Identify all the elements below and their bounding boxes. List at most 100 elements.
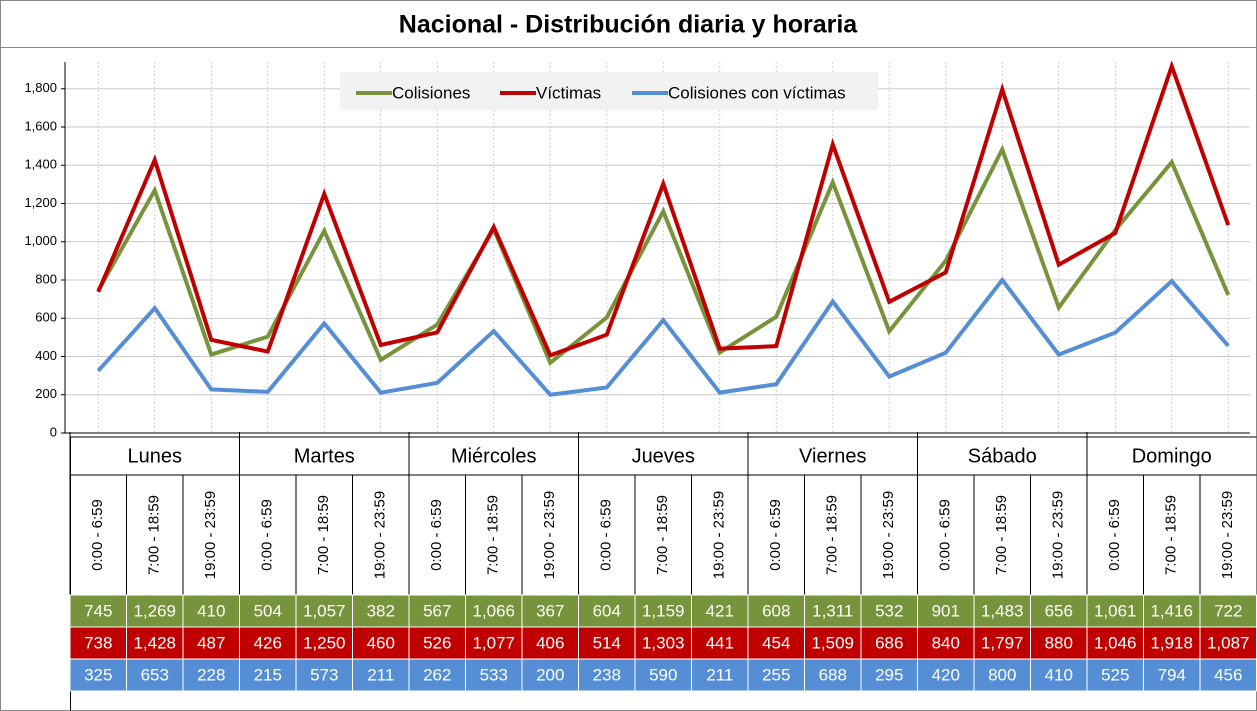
- chart-title: Nacional - Distribución diaria y horaria: [399, 11, 859, 39]
- x-tick-label: 7:00 - 18:59: [485, 495, 502, 575]
- y-tick-label: 600: [35, 310, 57, 325]
- table-cell: [691, 594, 749, 628]
- table-value: 295: [875, 665, 903, 684]
- table-value: 1,250: [303, 633, 346, 652]
- group-label: Miércoles: [451, 445, 537, 467]
- group-label: Viernes: [799, 445, 866, 467]
- series-line: [96, 276, 1230, 397]
- x-tick-label: 0:00 - 6:59: [89, 499, 106, 571]
- table-cell: [69, 626, 127, 660]
- table-value: 573: [310, 665, 338, 684]
- table-value: 504: [254, 601, 282, 620]
- table-cell: [860, 658, 918, 692]
- table-cell: [1199, 594, 1257, 628]
- table-cell: [408, 594, 466, 628]
- table-value: 1,303: [642, 633, 685, 652]
- table-value: 262: [423, 665, 451, 684]
- table-value: 441: [706, 633, 734, 652]
- legend-label: Colisiones: [392, 83, 470, 102]
- x-tick-label: 7:00 - 18:59: [654, 495, 671, 575]
- table-cell: [521, 658, 579, 692]
- table-value: 590: [649, 665, 677, 684]
- table-value: 653: [141, 665, 169, 684]
- legend-box: [340, 72, 878, 110]
- x-tick-label: 19:00 - 23:59: [202, 491, 219, 579]
- table-value: 1,061: [1094, 601, 1137, 620]
- table-cell: [408, 626, 466, 660]
- table-cell: [465, 594, 523, 628]
- table-cell: [860, 626, 918, 660]
- series-line: [96, 60, 1231, 358]
- table-value: 215: [254, 665, 282, 684]
- table-value: 525: [1101, 665, 1129, 684]
- table-cell: [634, 594, 692, 628]
- y-tick-label: 400: [35, 348, 57, 363]
- table-cell: [1086, 594, 1144, 628]
- x-tick-label: 19:00 - 23:59: [711, 491, 728, 579]
- table-value: 901: [932, 601, 960, 620]
- y-tick-label: 1,000: [24, 233, 57, 248]
- table-value: 800: [988, 665, 1016, 684]
- table-cell: [578, 658, 636, 692]
- table-value: 1,311: [812, 601, 853, 620]
- table-cell: [1199, 658, 1257, 692]
- table-value: 745: [84, 601, 112, 620]
- table-value: 211: [706, 665, 733, 684]
- table-value: 460: [367, 633, 395, 652]
- table-value: 1,269: [133, 601, 176, 620]
- table-value: 686: [875, 633, 903, 652]
- table-cell: [804, 658, 862, 692]
- x-tick-label: 7:00 - 18:59: [315, 495, 332, 575]
- table-value: 1,046: [1094, 633, 1137, 652]
- x-tick-label: 7:00 - 18:59: [824, 495, 841, 575]
- table-cell: [747, 626, 805, 660]
- y-tick-label: 1,200: [24, 195, 57, 210]
- table-value: 1,918: [1150, 633, 1193, 652]
- table-value: 514: [593, 633, 621, 652]
- table-cell: [804, 626, 862, 660]
- table-cell: [1030, 594, 1088, 628]
- table-value: 604: [593, 601, 621, 620]
- group-label: Jueves: [632, 445, 695, 467]
- x-tick-label: 0:00 - 6:59: [1106, 499, 1123, 571]
- table-value: 1,066: [472, 601, 515, 620]
- table-cell: [521, 594, 579, 628]
- table-value: 1,509: [811, 633, 854, 652]
- y-tick-label: 200: [35, 386, 57, 401]
- x-tick-label: 0:00 - 6:59: [767, 499, 784, 571]
- table-value: 1,057: [303, 601, 346, 620]
- x-tick-label: 19:00 - 23:59: [372, 491, 389, 579]
- table-cell: [917, 594, 975, 628]
- table-value: 420: [932, 665, 960, 684]
- table-value: 454: [762, 633, 790, 652]
- table-value: 532: [875, 601, 903, 620]
- table-value: 228: [197, 665, 225, 684]
- table-value: 238: [593, 665, 621, 684]
- table-cell: [239, 594, 297, 628]
- table-cell: [239, 658, 297, 692]
- table-value: 367: [536, 601, 564, 620]
- table-cell: [691, 658, 749, 692]
- table-cell: [1199, 626, 1257, 660]
- table-cell: [691, 626, 749, 660]
- table-value: 325: [84, 665, 112, 684]
- table-cell: [295, 658, 353, 692]
- table-cell: [126, 658, 184, 692]
- table-value: 1,087: [1207, 633, 1250, 652]
- table-value: 880: [1045, 633, 1073, 652]
- table-value: 533: [480, 665, 508, 684]
- x-tick-label: 7:00 - 18:59: [993, 495, 1010, 575]
- table-value: 421: [706, 601, 734, 620]
- table-cell: [521, 626, 579, 660]
- table-value: 211: [367, 665, 394, 684]
- group-label: Lunes: [128, 445, 183, 467]
- table-value: 426: [254, 633, 282, 652]
- table-value: 487: [197, 633, 225, 652]
- table-value: 1,077: [472, 633, 515, 652]
- table-value: 567: [423, 601, 451, 620]
- table-value: 200: [536, 665, 564, 684]
- group-label: Domingo: [1132, 445, 1212, 467]
- group-label: Sábado: [968, 445, 1037, 467]
- table-value: 406: [536, 633, 564, 652]
